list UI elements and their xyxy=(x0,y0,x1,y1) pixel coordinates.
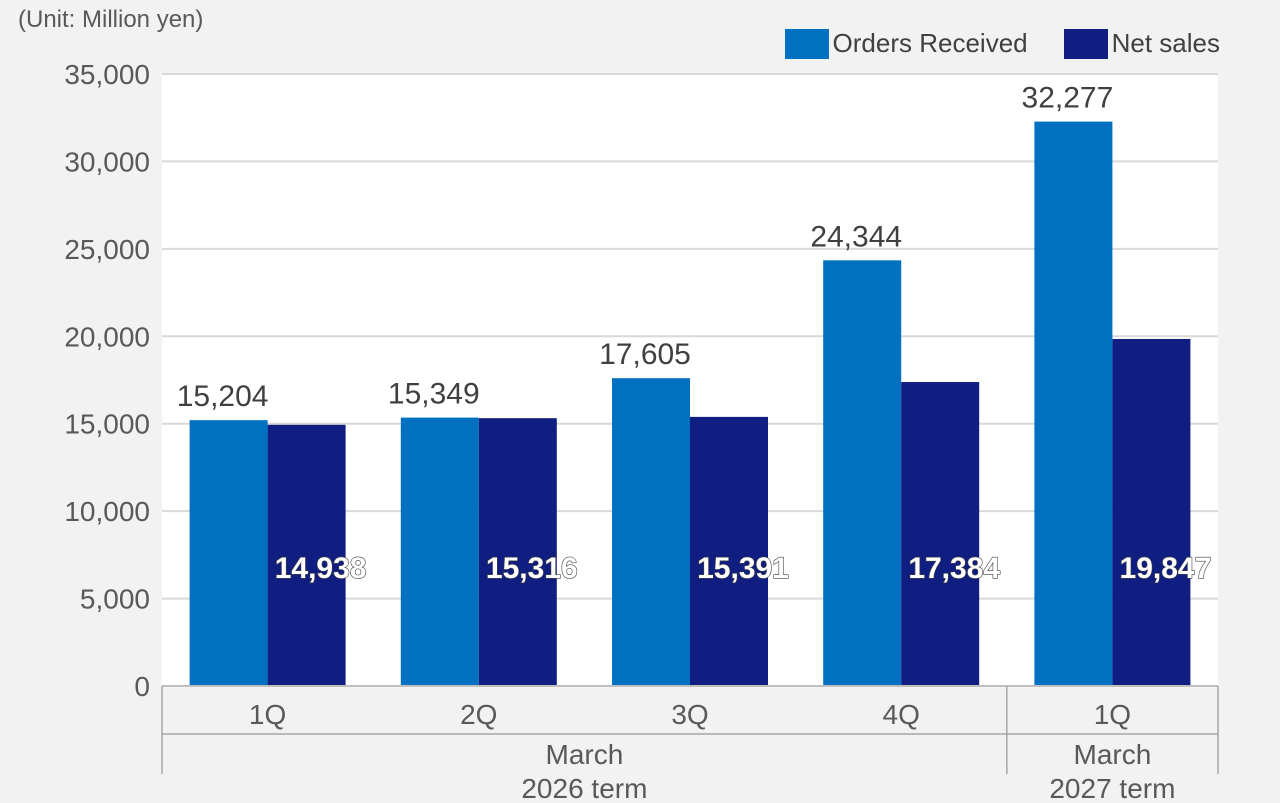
data-label-net-sales: 15,316 xyxy=(486,552,578,585)
group-label: 2026 term xyxy=(521,773,647,803)
legend-swatch-sales xyxy=(1063,28,1108,59)
x-tick-label: 2Q xyxy=(460,699,497,730)
y-tick-label: 25,000 xyxy=(64,234,150,265)
x-tick-label: 1Q xyxy=(249,699,286,730)
bar-net-sales xyxy=(267,424,346,686)
x-tick-label: 4Q xyxy=(883,699,920,730)
legend-item-sales: Net sales xyxy=(1063,28,1220,59)
unit-label: (Unit: Million yen) xyxy=(18,6,204,33)
data-label-orders: 15,204 xyxy=(177,380,269,413)
bar-net-sales xyxy=(690,416,768,686)
y-tick-label: 15,000 xyxy=(64,409,150,440)
data-label-net-sales: 19,847 xyxy=(1120,552,1212,585)
data-label-orders: 17,605 xyxy=(599,338,691,371)
data-label-net-sales: 15,391 xyxy=(697,552,789,585)
group-label: 2027 term xyxy=(1049,773,1175,803)
y-tick-label: 35,000 xyxy=(64,59,150,90)
bar-orders-received xyxy=(189,420,268,686)
bar-orders-received xyxy=(612,378,690,686)
bar-orders-received xyxy=(400,417,479,686)
y-tick-label: 20,000 xyxy=(64,321,150,352)
data-label-orders: 32,277 xyxy=(1022,82,1114,115)
y-tick-label: 10,000 xyxy=(64,496,150,527)
bar-orders-received xyxy=(1034,121,1113,687)
chart-legend: Orders Received Net sales xyxy=(784,28,1220,59)
y-tick-label: 30,000 xyxy=(64,146,150,177)
y-tick-label: 0 xyxy=(134,671,150,702)
legend-label-orders: Orders Received xyxy=(832,28,1028,58)
y-tick-label: 5,000 xyxy=(80,584,150,615)
data-label-orders: 15,349 xyxy=(388,378,480,411)
data-label-net-sales: 17,384 xyxy=(908,552,1000,585)
group-label: March xyxy=(546,739,624,770)
data-label-net-sales: 14,938 xyxy=(275,552,367,585)
x-tick-label: 1Q xyxy=(1094,699,1131,730)
bar-net-sales xyxy=(478,418,557,686)
bar-net-sales xyxy=(1112,338,1191,686)
x-tick-label: 3Q xyxy=(671,699,708,730)
bar-net-sales xyxy=(901,382,980,686)
group-label: March xyxy=(1074,739,1152,770)
bar-orders-received xyxy=(823,260,902,686)
legend-swatch-orders xyxy=(784,28,829,59)
data-label-orders: 24,344 xyxy=(810,220,902,253)
legend-item-orders: Orders Received xyxy=(784,28,1028,59)
legend-label-sales: Net sales xyxy=(1111,28,1220,58)
